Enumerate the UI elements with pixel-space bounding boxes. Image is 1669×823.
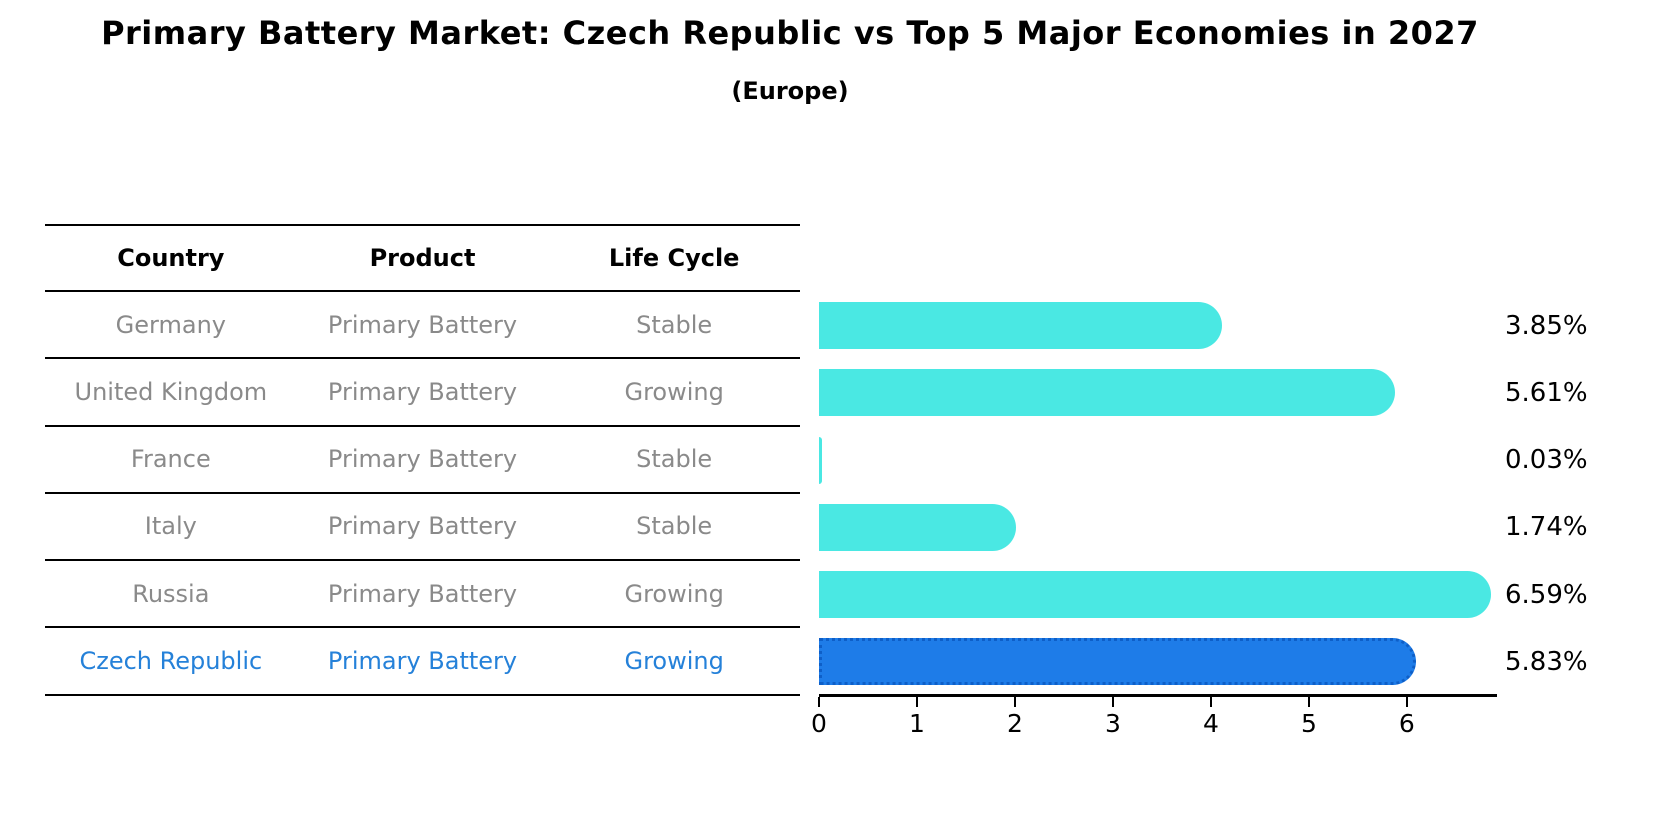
bar-row: [819, 561, 1495, 628]
bar-row: [819, 292, 1495, 359]
table-cell: Germany: [115, 310, 226, 339]
x-tick-label: 6: [1398, 709, 1415, 738]
table-header-row: Country Product Life Cycle: [45, 224, 800, 292]
value-label: 5.83%: [1505, 646, 1588, 677]
table-cell: Growing: [624, 377, 724, 406]
x-tick-mark: [1111, 697, 1114, 707]
value-label: 6.59%: [1505, 579, 1588, 610]
table-cell: Russia: [132, 579, 210, 608]
x-tick-mark: [818, 697, 820, 707]
table-row: Russia Primary Battery Growing: [45, 561, 800, 629]
table-cell: Primary Battery: [327, 646, 518, 675]
x-tick-label: 0: [811, 709, 827, 738]
table-row: Italy Primary Battery Stable: [45, 494, 800, 562]
table-row: United Kingdom Primary Battery Growing: [45, 359, 800, 427]
table-row: France Primary Battery Stable: [45, 427, 800, 494]
value-label: 3.85%: [1505, 310, 1588, 341]
x-tick-mark: [916, 697, 918, 707]
table-header-life-cycle: Life Cycle: [608, 244, 740, 272]
bar-Russia: [819, 571, 1491, 619]
bar-highlight-Czech Republic: [819, 638, 1417, 686]
table-header-country: Country: [117, 244, 225, 272]
bar-plot-area: [819, 292, 1495, 696]
table-row: Czech Republic Primary Battery Growing: [45, 628, 800, 696]
chart-subtitle: (Europe): [731, 77, 849, 105]
table-cell: Growing: [624, 646, 724, 675]
bar-row: [819, 359, 1495, 426]
country-table: Country Product Life Cycle Germany Primar…: [45, 224, 800, 696]
bar-row: [819, 628, 1495, 695]
table-cell: Primary Battery: [327, 579, 518, 608]
table-cell: Primary Battery: [327, 310, 518, 339]
x-tick-mark: [1209, 697, 1212, 707]
table-cell: Primary Battery: [327, 512, 518, 541]
x-tick-mark: [1405, 697, 1408, 707]
x-tick-mark: [1013, 697, 1016, 707]
table-header-product: Product: [369, 244, 476, 272]
table-cell: Growing: [624, 579, 724, 608]
bar-United Kingdom: [819, 369, 1395, 417]
table-cell: United Kingdom: [74, 377, 268, 406]
bar-Germany: [819, 302, 1223, 349]
table-cell: Stable: [636, 512, 713, 541]
table-cell: France: [130, 445, 211, 474]
x-tick-label: 1: [909, 709, 925, 738]
value-label: 0.03%: [1505, 445, 1588, 476]
table-cell: Primary Battery: [327, 377, 518, 406]
x-axis-line: [819, 694, 1497, 697]
x-tick-label: 5: [1300, 709, 1317, 738]
table-body: Germany Primary Battery Stable United Kingd…: [45, 292, 800, 696]
table-cell: Primary Battery: [327, 445, 518, 474]
table-cell: Stable: [636, 310, 713, 339]
x-tick-label: 4: [1202, 709, 1219, 738]
table-cell: Czech Republic: [79, 646, 263, 675]
bar-row: [819, 427, 1495, 494]
bar-row: [819, 494, 1495, 561]
bar-France: [819, 436, 822, 484]
value-label: 1.74%: [1505, 512, 1588, 543]
table-cell: Stable: [636, 445, 713, 474]
bar-Italy: [819, 503, 1016, 551]
chart-title: Primary Battery Market: Czech Republic v…: [101, 14, 1479, 52]
x-tick-label: 3: [1104, 709, 1121, 738]
x-tick-label: 2: [1006, 709, 1023, 738]
table-row: Germany Primary Battery Stable: [45, 292, 800, 360]
table-cell: Italy: [144, 512, 197, 541]
x-tick-mark: [1307, 697, 1310, 707]
value-label: 5.61%: [1505, 377, 1588, 408]
